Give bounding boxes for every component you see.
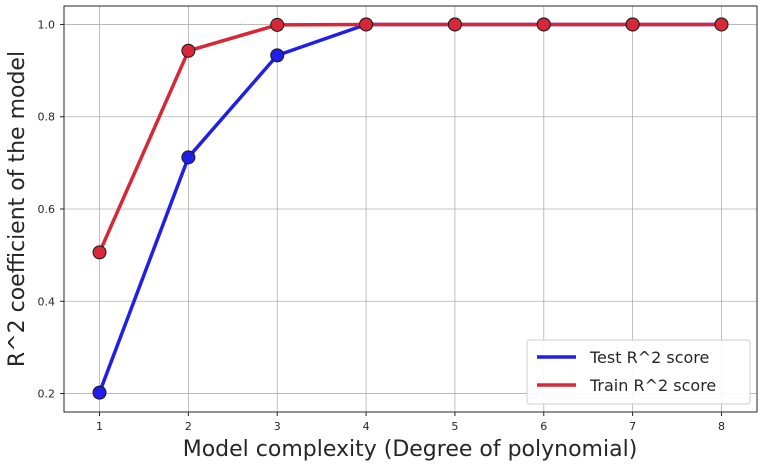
y-tick-label: 0.4 [38,295,56,308]
x-tick-label: 1 [96,420,103,433]
y-tick-label: 0.2 [38,388,56,401]
x-tick-label: 5 [451,420,458,433]
y-tick-label: 0.8 [38,111,56,124]
y-axis-ticks: 0.2 0.4 0.6 0.8 1.0 [38,18,64,401]
data-point-train [625,17,640,32]
legend: Test R^2 score Train R^2 score [526,339,751,405]
data-point-train [181,43,196,58]
y-tick-label: 0.6 [38,203,56,216]
series [92,17,729,400]
series-line-train [97,22,724,255]
x-tick-label: 4 [363,420,370,433]
data-point-test [92,385,107,400]
data-point-train [536,17,551,32]
series-line-test [97,22,724,395]
data-point-train [270,17,285,32]
legend-label-train: Train R^2 score [589,376,716,395]
data-point-train [447,17,462,32]
data-point-train [92,245,107,260]
data-point-train [714,17,729,32]
data-point-test [270,48,285,63]
x-tick-label: 6 [540,420,547,433]
x-axis-ticks: 1 2 3 4 5 6 7 8 [96,412,725,433]
data-point-train [359,17,374,32]
legend-box [526,339,751,405]
data-point-test [181,150,196,165]
x-tick-label: 7 [629,420,636,433]
x-tick-label: 8 [718,420,725,433]
x-tick-label: 2 [185,420,192,433]
x-axis-label: Model complexity (Degree of polynomial) [183,437,638,462]
y-tick-label: 1.0 [38,18,56,31]
legend-label-test: Test R^2 score [589,348,709,367]
x-tick-label: 3 [274,420,281,433]
y-axis-label: R^2 coefficient of the model [5,51,30,367]
